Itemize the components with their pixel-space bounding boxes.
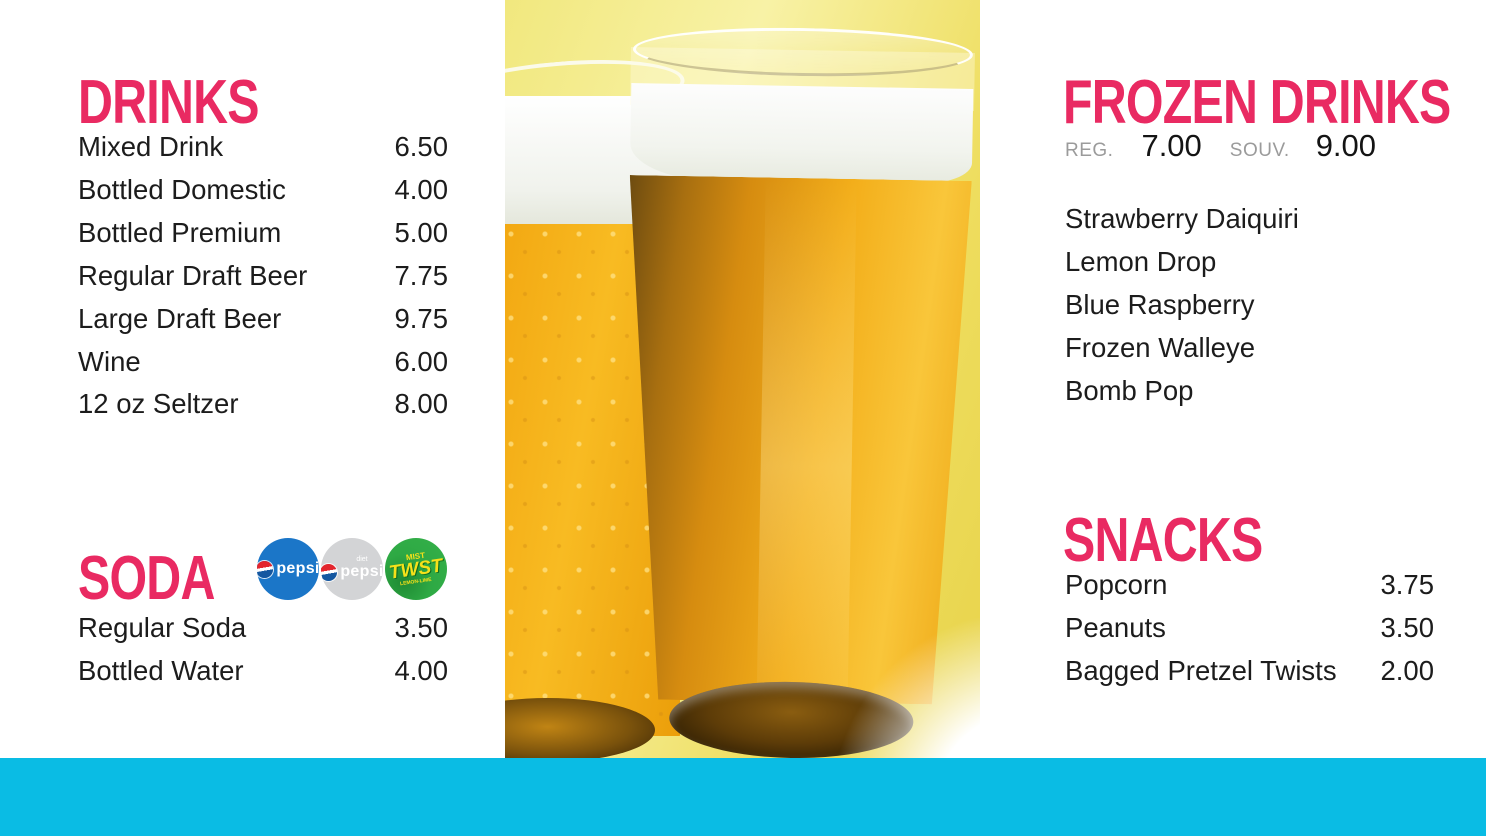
flavor-row: Strawberry Daiquiri: [1065, 198, 1434, 241]
frozen-flavor-list: Strawberry Daiquiri Lemon Drop Blue Rasp…: [1065, 198, 1434, 412]
menu-item-price: 3.50: [1380, 612, 1434, 644]
menu-item-price: 4.00: [394, 655, 448, 687]
menu-item-row: Bagged Pretzel Twists 2.00: [1065, 650, 1434, 693]
menu-item-name: Bottled Water: [78, 655, 244, 687]
bottom-accent-bar: [0, 758, 1486, 836]
menu-item-price: 8.00: [394, 388, 448, 420]
menu-item-row: Bottled Premium 5.00: [78, 212, 448, 255]
menu-item-name: Bottled Domestic: [78, 174, 286, 206]
menu-item-row: Popcorn 3.75: [1065, 564, 1434, 607]
reg-price: 7.00: [1141, 128, 1202, 163]
flavor-row: Bomb Pop: [1065, 369, 1434, 412]
menu-item-name: Bottled Premium: [78, 217, 282, 249]
souv-price: 9.00: [1315, 128, 1377, 163]
menu-item-price: 3.75: [1380, 569, 1434, 601]
menu-item-price: 4.00: [394, 174, 448, 206]
beer-glass-right: [617, 25, 978, 758]
menu-item-row: Regular Soda 3.50: [78, 607, 448, 650]
menu-item-name: Peanuts: [1065, 612, 1166, 644]
menu-item-name: Large Draft Beer: [78, 302, 282, 334]
pepsi-logo-icon: pepsi: [257, 538, 319, 600]
flavor-name: Blue Raspberry: [1065, 289, 1255, 321]
menu-item-price: 7.75: [394, 259, 448, 291]
menu-item-row: Bottled Domestic 4.00: [78, 169, 448, 212]
beer-foam: [629, 83, 974, 186]
menu-item-row: Large Draft Beer 9.75: [78, 297, 448, 340]
menu-item-price: 9.75: [394, 302, 448, 334]
pepsi-globe-icon: [321, 563, 338, 581]
snacks-list: Popcorn 3.75 Peanuts 3.50 Bagged Pretzel…: [1065, 564, 1434, 693]
flavor-name: Lemon Drop: [1065, 246, 1217, 278]
glass-highlight: [756, 177, 857, 703]
glass-base: [668, 679, 914, 758]
flavor-name: Strawberry Daiquiri: [1065, 203, 1299, 235]
menu-item-name: Bagged Pretzel Twists: [1065, 655, 1337, 687]
flavor-row: Frozen Walleye: [1065, 327, 1434, 370]
menu-item-name: Wine: [78, 345, 141, 377]
pepsi-globe-icon: [257, 560, 274, 578]
soda-section-title: SODA: [78, 544, 215, 613]
menu-item-name: Mixed Drink: [78, 131, 224, 163]
menu-item-row: Bottled Water 4.00: [78, 650, 448, 693]
flavor-name: Bomb Pop: [1065, 374, 1194, 406]
menu-item-row: Wine 6.00: [78, 340, 448, 383]
menu-item-price: 6.50: [394, 131, 448, 163]
drinks-list: Mixed Drink 6.50 Bottled Domestic 4.00 B…: [78, 126, 448, 426]
beer-photo: [505, 0, 980, 758]
flavor-row: Lemon Drop: [1065, 241, 1434, 284]
frozen-drinks-section-title: FROZEN DRINKS: [1063, 68, 1451, 137]
soda-brand-logos: pepsi diet pepsi MIST TWST LEMON-LIME: [257, 538, 447, 600]
menu-item-row: Mixed Drink 6.50: [78, 126, 448, 169]
menu-item-name: Popcorn: [1065, 569, 1168, 601]
menu-item-price: 2.00: [1380, 655, 1434, 687]
souv-size-label: SOUV.: [1229, 140, 1290, 161]
menu-item-price: 5.00: [394, 217, 448, 249]
frozen-drinks-price-line: REG. 7.00 SOUV. 9.00: [1065, 128, 1376, 164]
snacks-section-title: SNACKS: [1063, 506, 1263, 575]
menu-item-row: Peanuts 3.50: [1065, 607, 1434, 650]
menu-item-name: 12 oz Seltzer: [78, 388, 239, 420]
mist-twst-logo-icon: MIST TWST LEMON-LIME: [385, 538, 447, 600]
menu-item-row: Regular Draft Beer 7.75: [78, 255, 448, 298]
menu-item-name: Regular Draft Beer: [78, 259, 308, 291]
menu-item-price: 3.50: [394, 612, 448, 644]
flavor-row: Blue Raspberry: [1065, 284, 1434, 327]
menu-item-price: 6.00: [394, 345, 448, 377]
menu-item-row: 12 oz Seltzer 8.00: [78, 383, 448, 426]
menu-item-name: Regular Soda: [78, 612, 247, 644]
soda-list: Regular Soda 3.50 Bottled Water 4.00: [78, 607, 448, 693]
diet-pepsi-logo-icon: diet pepsi: [321, 538, 383, 600]
drinks-section-title: DRINKS: [78, 68, 259, 137]
flavor-name: Frozen Walleye: [1065, 331, 1256, 363]
reg-size-label: REG.: [1065, 140, 1114, 161]
